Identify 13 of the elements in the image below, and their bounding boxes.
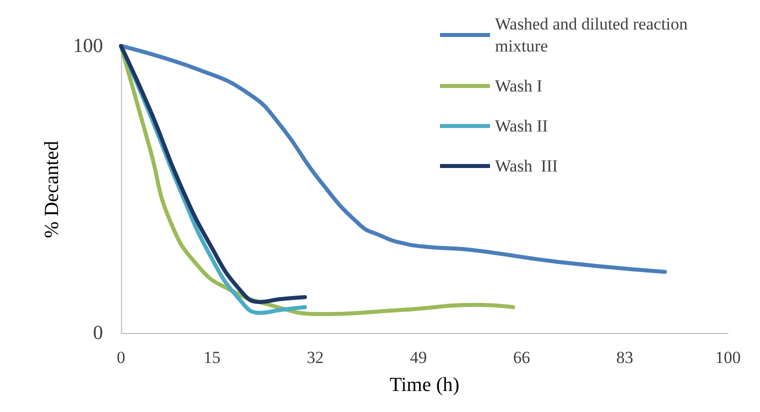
legend-label: Wash I (495, 76, 543, 96)
legend-label: Wash II (495, 116, 548, 136)
x-tick-label: 100 (715, 348, 741, 367)
y-axis-title: % Decanted (41, 140, 64, 238)
legend-label: Washed and diluted reaction mixture (495, 14, 692, 56)
x-axis-title: Time (h) (390, 374, 460, 396)
x-tick-label: 49 (410, 348, 427, 367)
x-tick-label: 0 (116, 348, 126, 367)
x-tick-label: 83 (616, 348, 634, 367)
x-tick-label: 32 (306, 348, 324, 367)
legend-label: Wash III (495, 156, 558, 176)
x-tick-label: 15 (204, 348, 221, 367)
x-tick-label: 66 (513, 348, 530, 367)
